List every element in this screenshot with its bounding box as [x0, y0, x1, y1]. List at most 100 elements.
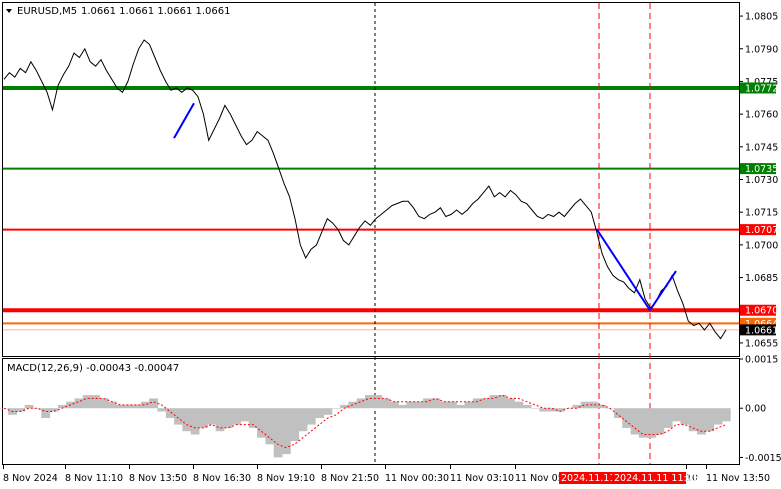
macd-bar: [389, 401, 399, 409]
time-label: 8 Nov 19:10: [257, 473, 315, 484]
macd-bar: [257, 408, 266, 438]
macd-bar: [406, 401, 416, 409]
trend-segment-1[interactable]: [173, 102, 195, 139]
macd-bar: [331, 408, 341, 409]
macd-bar: [547, 408, 557, 412]
macd-bar: [340, 404, 349, 409]
level-label-bg: [740, 163, 776, 175]
macd-bar: [232, 408, 241, 425]
macd-bar: [464, 401, 474, 409]
macd-bar: [456, 404, 466, 409]
macd-bar: [721, 408, 731, 422]
macd-bar: [248, 408, 258, 428]
dropdown-triangle-icon[interactable]: [6, 9, 12, 13]
macd-bar: [555, 408, 565, 412]
macd-bar: [705, 408, 715, 432]
macd-bar: [199, 408, 208, 428]
macd-bar: [16, 408, 26, 412]
level-label-1.0664: 1.0664: [745, 319, 778, 330]
macd-bar: [99, 398, 109, 409]
level-label-bg: [740, 324, 776, 336]
time-label: 11 Nov 05: [515, 473, 564, 484]
macd-bar: [531, 408, 540, 409]
macd-bar: [481, 398, 490, 409]
macd-signal-line: [3, 394, 727, 449]
macd-bar: [157, 408, 167, 412]
trend-segment-3[interactable]: [649, 270, 677, 311]
macd-bar: [57, 404, 67, 409]
macd-bar: [655, 408, 665, 435]
macd-bar: [290, 408, 300, 441]
level-label-bg: [740, 304, 776, 316]
macd-bar: [282, 408, 291, 455]
macd-bar: [497, 395, 507, 409]
macd-tick-label: 0.00: [745, 404, 766, 415]
macd-bar: [414, 401, 424, 409]
macd-bar: [472, 398, 482, 409]
price-tick-label: 1.0805: [745, 12, 778, 23]
macd-tick-label: -0.0015: [745, 453, 781, 464]
symbol-timeframe: EURUSD,M5: [17, 6, 77, 17]
time-label: 8 Nov 2024: [3, 473, 58, 484]
trend-segment-2[interactable]: [596, 229, 651, 311]
macd-bar: [223, 408, 233, 428]
main-chart-frame[interactable]: [2, 2, 740, 357]
time-label: 10: [686, 473, 698, 484]
price-tick-label: 1.0700: [745, 240, 778, 251]
macd-bar: [398, 404, 407, 409]
trend-lines[interactable]: [173, 102, 677, 311]
price-tick-label: 1.0745: [745, 142, 778, 153]
level-label-bg: [740, 224, 776, 236]
macd-bar: [373, 395, 383, 409]
level-label-bg: [740, 317, 776, 329]
price-line: [3, 39, 727, 340]
macd-bar: [207, 408, 217, 425]
macd-bar: [41, 408, 51, 418]
macd-bar: [149, 398, 158, 409]
macd-bar: [132, 404, 142, 409]
macd-bar: [174, 408, 183, 425]
macd-bar: [33, 408, 42, 409]
macd-bar: [381, 398, 391, 409]
macd-tick-label: 0.0015: [745, 355, 778, 366]
macd-bar: [680, 408, 690, 425]
macd-bar: [298, 408, 308, 432]
macd-bar: [522, 404, 532, 409]
macd-bar: [489, 395, 499, 409]
highlight-time-bg: [559, 472, 612, 484]
macd-bar: [423, 398, 432, 409]
macd-bar: [182, 408, 192, 432]
macd-bar: [74, 398, 84, 409]
time-label: 11 Nov 03:10: [450, 473, 514, 484]
macd-bar: [49, 408, 59, 412]
macd-bar: [356, 398, 366, 409]
time-label: 11 Nov 13:50: [706, 473, 770, 484]
macd-bar: [315, 408, 324, 418]
price-tick-label: 1.0715: [745, 208, 778, 219]
macd-bar: [24, 404, 34, 409]
macd-bar: [107, 401, 117, 409]
price-layer: [3, 39, 727, 340]
macd-bar: [597, 404, 607, 409]
macd-bar: [589, 401, 598, 409]
level-label-1.0735: 1.0735: [745, 164, 778, 175]
macd-bar: [663, 408, 673, 428]
time-label: 8 Nov 11:10: [65, 473, 123, 484]
level-label-bg: [740, 82, 776, 94]
level-label-1.0772: 1.0772: [745, 83, 778, 94]
macd-bar: [82, 395, 92, 409]
macd-bar: [514, 401, 524, 409]
macd-bar: [539, 408, 549, 412]
macd-bar: [116, 404, 125, 409]
macd-bar: [506, 398, 515, 409]
macd-bar: [688, 408, 698, 432]
price-tick-label: 1.0655: [745, 338, 778, 349]
macd-bar: [439, 401, 449, 409]
time-axis: 8 Nov 2024 8 Nov 11:10 8 Nov 13:50 8 Nov 16…: [3, 465, 770, 484]
level-label-1.0707: 1.0707: [745, 225, 778, 236]
price-tick-label: 1.0730: [745, 175, 778, 186]
macd-bar: [140, 401, 150, 409]
macd-bar: [91, 395, 100, 409]
ohlc-values: 1.0661 1.0661 1.0661 1.0661: [81, 6, 231, 17]
